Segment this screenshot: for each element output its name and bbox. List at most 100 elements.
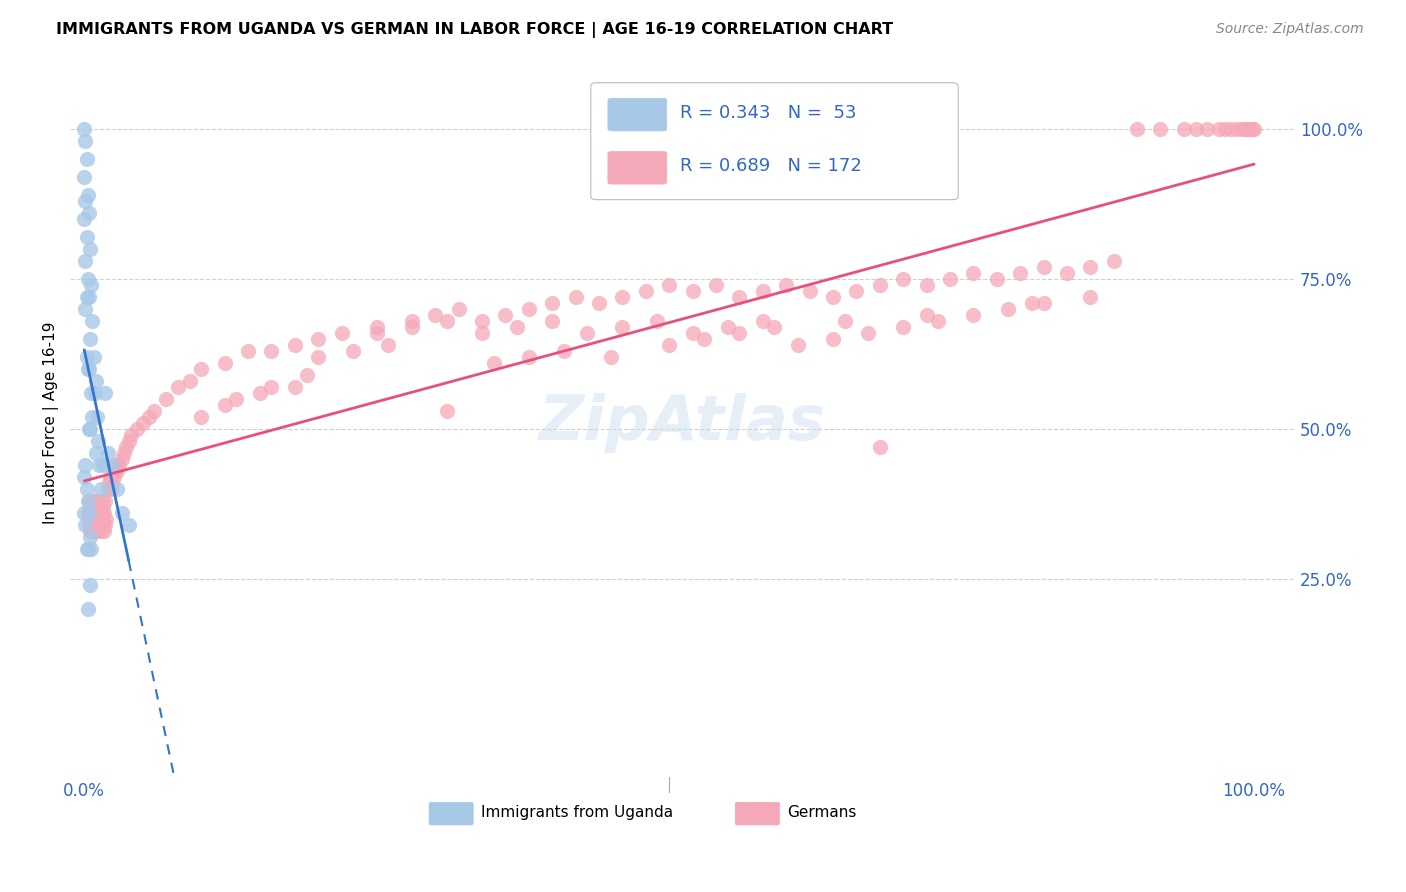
Point (869, 440, 891, 454)
Point (869, 277, 891, 292)
Point (471, 326, 494, 340)
Point (111, 452, 134, 467)
Point (86, 500, 108, 515)
Point (366, 319, 388, 334)
Point (728, 326, 751, 340)
Point (1126, 121, 1149, 136)
Point (82, 314, 104, 328)
Point (1236, 121, 1258, 136)
Point (76, 494, 98, 508)
Point (599, 350, 621, 364)
Point (541, 295, 564, 310)
Point (103, 470, 125, 484)
Point (89, 458, 111, 472)
Point (94, 518, 117, 533)
Point (997, 301, 1019, 316)
Point (1225, 121, 1247, 136)
Point (166, 380, 188, 394)
Point (962, 266, 984, 280)
Point (98, 470, 121, 484)
Point (76, 542, 98, 557)
Point (76, 350, 98, 364)
Point (658, 277, 681, 292)
Point (1239, 121, 1261, 136)
Point (80, 542, 103, 557)
Point (564, 290, 586, 304)
Point (634, 284, 657, 298)
Point (80, 494, 103, 508)
Point (1197, 121, 1219, 136)
Point (612, 290, 634, 304)
Point (588, 295, 610, 310)
Point (87, 494, 110, 508)
Point (576, 326, 599, 340)
Point (79, 242, 101, 256)
Point (89, 512, 111, 526)
Point (179, 374, 201, 388)
Text: Germans: Germans (787, 805, 856, 821)
Point (1032, 260, 1054, 274)
Point (752, 284, 775, 298)
Point (517, 301, 540, 316)
Point (856, 326, 879, 340)
Point (541, 314, 564, 328)
Point (79, 332, 101, 346)
Point (75, 253, 97, 268)
Point (821, 332, 844, 346)
Point (682, 326, 704, 340)
Point (90, 494, 112, 508)
Point (249, 386, 271, 401)
Point (79, 578, 101, 592)
Point (1233, 121, 1256, 136)
Point (845, 284, 868, 298)
Point (436, 404, 458, 418)
Point (1184, 121, 1206, 136)
Point (155, 392, 177, 406)
Point (1149, 121, 1171, 136)
Point (97, 446, 120, 460)
Point (77, 290, 100, 304)
FancyBboxPatch shape (607, 98, 666, 131)
Point (75, 458, 97, 472)
Point (120, 428, 142, 442)
Point (90, 482, 112, 496)
Point (225, 392, 247, 406)
Point (105, 464, 128, 478)
Point (101, 476, 124, 491)
Point (1173, 121, 1195, 136)
FancyBboxPatch shape (429, 802, 474, 825)
Point (97, 476, 120, 491)
Point (1102, 253, 1125, 268)
Point (76, 542, 98, 557)
Point (83, 524, 105, 538)
Point (79, 524, 101, 538)
Point (87, 434, 110, 448)
Point (84, 446, 107, 460)
Point (295, 368, 318, 382)
Point (1232, 121, 1254, 136)
Point (89, 500, 111, 515)
Point (73, 506, 96, 520)
Point (752, 314, 775, 328)
FancyBboxPatch shape (735, 802, 779, 825)
Point (190, 409, 212, 424)
Point (821, 290, 844, 304)
Point (377, 338, 399, 352)
Point (87, 506, 110, 520)
Point (80, 518, 103, 533)
Point (76, 229, 98, 244)
Text: ZipAtlas: ZipAtlas (538, 393, 827, 453)
Point (83, 350, 105, 364)
Text: Source: ZipAtlas.com: Source: ZipAtlas.com (1216, 22, 1364, 37)
Point (105, 482, 128, 496)
Point (927, 314, 949, 328)
Point (91, 500, 114, 515)
FancyBboxPatch shape (591, 83, 959, 200)
Point (93, 506, 115, 520)
Point (118, 518, 141, 533)
Point (76, 602, 98, 616)
Point (138, 409, 160, 424)
Point (330, 326, 353, 340)
Point (83, 500, 105, 515)
Point (494, 308, 516, 322)
